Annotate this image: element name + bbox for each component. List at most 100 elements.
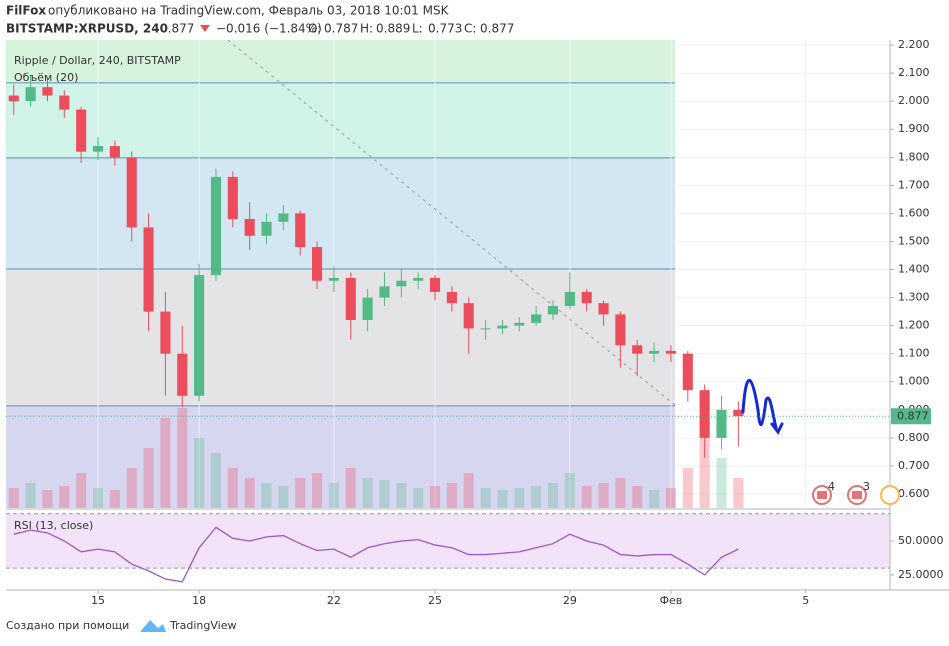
candle-body — [379, 286, 390, 298]
ohlc-value: 0.889 — [376, 22, 410, 36]
candle-body — [598, 303, 609, 315]
candle-body — [429, 277, 441, 292]
y-tick-label: 0.800 — [898, 431, 930, 444]
candle-body — [244, 219, 255, 236]
volume-bar — [328, 483, 339, 508]
candle-body — [632, 345, 643, 354]
y-tick-label: 0.700 — [898, 459, 930, 472]
volume-bar — [682, 468, 693, 508]
volume-bar — [581, 486, 592, 508]
candle-body — [497, 325, 508, 329]
candle-body — [547, 305, 559, 315]
candle-body — [531, 314, 542, 323]
fib-zone — [6, 268, 675, 406]
candle-body — [143, 227, 154, 312]
candle-body — [446, 291, 457, 304]
y-tick-label: 1.300 — [898, 291, 930, 304]
symbol: BITSTAMP:XRPUSD, 240 — [6, 22, 168, 36]
last-price-box — [891, 408, 931, 425]
volume-bar — [733, 478, 744, 508]
candle-body — [8, 95, 19, 102]
volume-bar — [42, 490, 53, 508]
volume-bar — [497, 490, 508, 508]
footer-text: Создано при помощи — [6, 619, 129, 632]
volume-bar — [413, 488, 424, 508]
last-price-label: 0.877 — [897, 409, 929, 422]
candle-body — [362, 297, 373, 321]
y-tick-label: 1.900 — [898, 122, 930, 135]
fib-zone — [6, 40, 675, 83]
volume-bar — [362, 478, 373, 508]
candle-body — [716, 409, 727, 438]
volume-bar — [564, 473, 575, 508]
candle-body — [328, 277, 339, 281]
x-tick-label: 15 — [91, 594, 105, 607]
volume-bar — [25, 483, 36, 508]
volume-bar — [716, 458, 727, 508]
x-tick-label: Фев — [660, 594, 683, 607]
rsi-tick-label: 50.0000 — [898, 534, 944, 547]
y-tick-label: 2.000 — [898, 94, 930, 107]
volume-bar — [480, 488, 491, 508]
candle-body — [733, 409, 744, 417]
author[interactable]: FilFox — [6, 4, 46, 18]
x-tick-label: 18 — [192, 594, 206, 607]
candle-body — [177, 353, 188, 396]
volume-bar — [699, 438, 710, 508]
volume-bar — [210, 453, 222, 508]
candle-body — [514, 322, 525, 326]
volume-bar — [598, 483, 609, 508]
y-tick-label: 0.600 — [898, 487, 930, 500]
candle-body — [581, 291, 592, 304]
candle-body — [312, 247, 323, 281]
rsi-title: RSI (13, close) — [14, 519, 93, 532]
volume-bar — [76, 473, 87, 508]
ohlc-label: L: — [412, 22, 423, 36]
volume-bar — [514, 488, 525, 508]
event-count: 3 — [863, 480, 870, 493]
candle-body — [126, 157, 137, 228]
event-flag — [852, 491, 862, 499]
candle-body — [160, 311, 171, 354]
candle-body — [92, 146, 104, 152]
volume-bar — [463, 473, 474, 508]
rsi-tick-label: 25.0000 — [898, 568, 944, 581]
volume-bar — [632, 486, 643, 508]
volume-bar — [92, 488, 104, 508]
event-flag — [817, 491, 827, 499]
y-tick-label: 1.100 — [898, 347, 930, 360]
y-tick-label: 1.600 — [898, 206, 930, 219]
candle-body — [25, 87, 36, 102]
last-price: 0.877 — [160, 22, 194, 36]
candle-body — [682, 353, 693, 391]
candle-body — [42, 87, 53, 96]
footer-brand[interactable]: TradingView — [169, 619, 236, 632]
candle-body — [564, 291, 575, 306]
y-tick-label: 1.800 — [898, 150, 930, 163]
volume-bar — [547, 483, 559, 508]
y-tick-label: 1.500 — [898, 234, 930, 247]
volume-bar — [160, 418, 171, 508]
candle-body — [261, 221, 272, 236]
change: −0.016 (−1.84%) — [216, 22, 322, 36]
candle-body — [345, 277, 356, 321]
volume-bar — [177, 408, 188, 508]
tradingview-logo — [140, 620, 166, 632]
y-tick-label: 2.200 — [898, 38, 930, 51]
volume-bar — [446, 483, 457, 508]
candle-body — [665, 350, 676, 354]
volume-bar — [59, 486, 70, 508]
volume-bar — [396, 483, 407, 508]
candle-body — [463, 303, 474, 329]
volume-bar — [649, 490, 660, 508]
x-tick-label: 29 — [563, 594, 577, 607]
trend-line — [227, 39, 677, 407]
volume-bar — [194, 438, 205, 508]
ohlc-label: H: — [360, 22, 373, 36]
candle-body — [210, 176, 222, 276]
volume-bar — [665, 488, 676, 508]
rsi-band — [6, 513, 890, 569]
hand-drawn-arrow — [741, 378, 784, 435]
